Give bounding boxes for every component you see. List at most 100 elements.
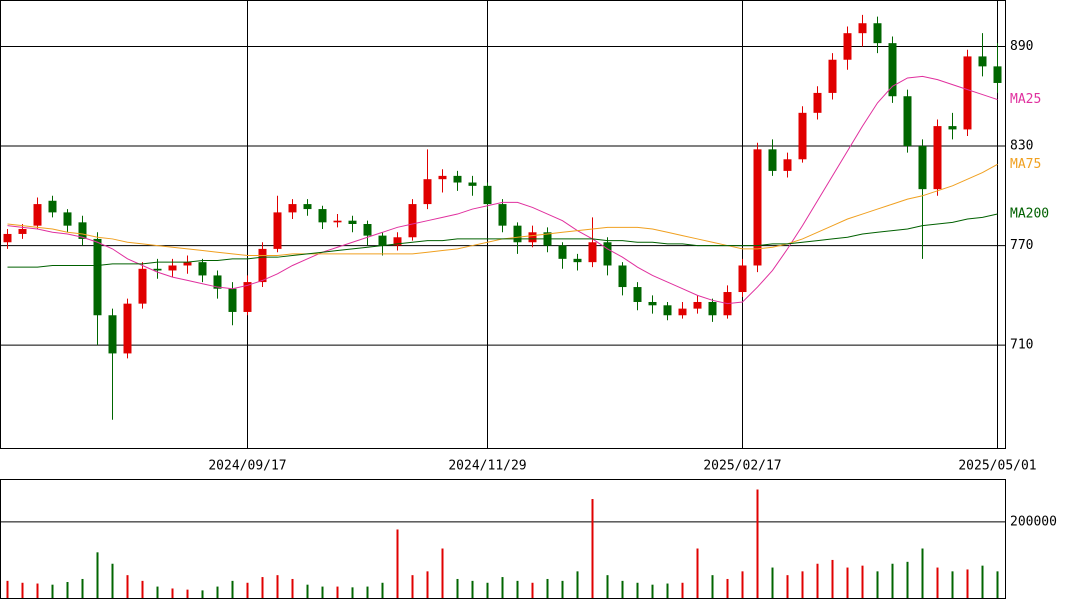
candle-body xyxy=(828,59,837,93)
volume-bar xyxy=(366,586,369,598)
candle-body xyxy=(198,262,207,276)
candle-body xyxy=(408,204,417,238)
candle-body xyxy=(348,220,357,224)
volume-bar xyxy=(276,575,279,598)
volume-bar xyxy=(666,583,669,598)
volume-bar xyxy=(201,590,204,598)
volume-bar xyxy=(96,552,99,598)
x-tick-label: 2025/02/17 xyxy=(703,459,781,474)
candle-body xyxy=(288,204,297,213)
candle-body xyxy=(228,288,237,312)
volume-bar xyxy=(696,548,699,598)
volume-bar xyxy=(6,580,9,598)
volume-bar xyxy=(591,499,594,598)
volume-bar xyxy=(711,575,714,598)
candle-body xyxy=(33,204,42,226)
volume-bar xyxy=(861,565,864,598)
candle-body xyxy=(633,287,642,302)
candle-body xyxy=(963,56,972,130)
volume-bar xyxy=(261,577,264,598)
candle-body xyxy=(483,185,492,205)
candle-body xyxy=(498,204,507,226)
candle-body xyxy=(813,92,822,113)
volume-bar xyxy=(561,580,564,598)
candle-body xyxy=(18,228,27,234)
ma-line xyxy=(7,213,998,268)
candle-body xyxy=(243,282,252,312)
volume-bar xyxy=(216,586,219,598)
x-tick-label: 2025/05/01 xyxy=(958,459,1036,474)
volume-bar xyxy=(426,571,429,598)
y-tick-label: 890 xyxy=(1010,39,1033,54)
candle-body xyxy=(168,265,177,271)
legend-label: MA75 xyxy=(1010,157,1041,172)
volume-bar xyxy=(936,567,939,598)
candle-body xyxy=(993,66,1002,83)
candle-body xyxy=(423,179,432,205)
volume-bar xyxy=(156,586,159,598)
volume-bar xyxy=(621,580,624,598)
volume-bar xyxy=(441,548,444,598)
volume-bar xyxy=(471,580,474,598)
volume-bar xyxy=(921,548,924,598)
volume-bar xyxy=(321,586,324,598)
candle-body xyxy=(753,149,762,266)
legend-label: MA25 xyxy=(1010,92,1041,107)
candle-body xyxy=(873,23,882,44)
candle-body xyxy=(573,258,582,263)
candle-body xyxy=(123,303,132,354)
candle-body xyxy=(3,233,12,243)
candle-body xyxy=(48,200,57,213)
candle-body xyxy=(978,56,987,67)
candle-body xyxy=(393,237,402,246)
candle-body xyxy=(213,275,222,289)
candle-body xyxy=(333,220,342,223)
volume-bar xyxy=(171,588,174,598)
volume-bar xyxy=(396,529,399,598)
volume-bar xyxy=(651,584,654,598)
candle-body xyxy=(783,159,792,171)
candle-body xyxy=(858,23,867,34)
candle-body xyxy=(273,212,282,249)
candle-body xyxy=(678,308,687,316)
candle-body xyxy=(558,245,567,259)
candle-body xyxy=(768,149,777,171)
candle-body xyxy=(648,301,657,306)
candle-body xyxy=(948,126,957,130)
price-frame xyxy=(0,0,1006,449)
volume-bar xyxy=(66,582,69,598)
y-tick-label: 710 xyxy=(1010,338,1033,353)
volume-tick-label: 200000 xyxy=(1010,514,1057,529)
candle-body xyxy=(918,146,927,190)
volume-bar xyxy=(756,489,759,598)
volume-bar xyxy=(681,582,684,598)
volume-bar xyxy=(981,565,984,598)
volume-bar xyxy=(996,571,999,598)
ma-line xyxy=(7,75,998,305)
candle-body xyxy=(78,222,87,239)
volume-bar xyxy=(81,578,84,598)
volume-bar xyxy=(126,575,129,598)
volume-bar xyxy=(231,580,234,598)
volume-bar xyxy=(246,582,249,598)
candle-body xyxy=(63,212,72,226)
candle-body xyxy=(738,265,747,293)
candle-body xyxy=(888,43,897,97)
candle-body xyxy=(798,112,807,160)
volume-bar xyxy=(21,582,24,598)
candle-body xyxy=(468,182,477,186)
volume-bar xyxy=(336,586,339,598)
candle-body xyxy=(843,33,852,60)
volume-bar xyxy=(846,567,849,598)
y-tick-label: 830 xyxy=(1010,139,1033,154)
candle-body xyxy=(318,209,327,223)
volume-bar xyxy=(531,582,534,598)
candle-body xyxy=(153,268,162,271)
volume-bar xyxy=(51,584,54,598)
volume-bar xyxy=(786,575,789,598)
candle-body xyxy=(108,315,117,354)
candle-body xyxy=(528,232,537,243)
candle-body xyxy=(438,175,447,180)
